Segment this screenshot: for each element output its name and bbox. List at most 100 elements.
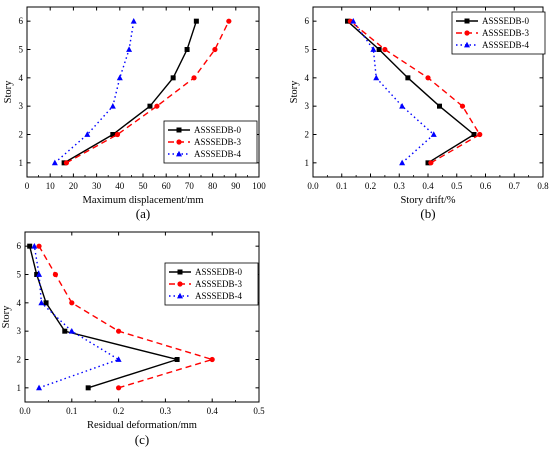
x-tick-label: 100 — [252, 181, 266, 191]
data-point — [382, 46, 388, 53]
data-point — [126, 46, 133, 52]
data-point — [114, 131, 121, 138]
x-tick-label: 0 — [25, 181, 30, 191]
y-tick-label: 6 — [19, 16, 24, 26]
data-point — [405, 75, 411, 81]
y-tick-label: 1 — [19, 158, 24, 168]
y-tick-label: 2 — [305, 130, 310, 140]
legend-label: ASSSEDB-3 — [194, 137, 242, 147]
legend-marker — [464, 18, 470, 24]
x-tick-label: 0.2 — [113, 406, 124, 416]
x-tick-label: 90 — [231, 181, 241, 191]
y-tick-label: 3 — [305, 101, 310, 111]
data-point — [174, 357, 180, 362]
legend-label: ASSSEDB-0 — [195, 267, 243, 277]
data-point — [154, 103, 160, 109]
x-tick-label: 70 — [185, 181, 195, 191]
y-tick-label: 2 — [17, 355, 22, 365]
legend-marker — [464, 30, 470, 36]
legend-label: ASSSEDB-0 — [482, 16, 530, 26]
legend: ASSSEDB-0 ASSSEDB-3 ASSSEDB-4 — [164, 262, 259, 306]
x-tick-label: 0.5 — [451, 181, 463, 191]
data-point — [110, 132, 116, 137]
y-tick-label: 2 — [19, 130, 24, 140]
x-tick-label: 0.6 — [480, 181, 492, 191]
data-point — [51, 159, 58, 166]
data-point — [459, 103, 466, 109]
data-point — [62, 328, 68, 334]
data-point — [52, 271, 59, 278]
data-point — [477, 131, 483, 138]
data-point — [430, 131, 437, 137]
data-point — [184, 47, 190, 52]
data-point — [68, 327, 75, 334]
data-point — [109, 102, 116, 109]
x-axis-label: Residual deformation/mm — [87, 420, 197, 431]
data-point — [370, 46, 377, 52]
data-point — [350, 17, 357, 24]
x-tick-label: 0.4 — [422, 181, 434, 191]
data-point — [63, 160, 70, 166]
data-point — [212, 46, 218, 53]
series-line-3 — [352, 20, 435, 164]
data-point — [209, 356, 215, 363]
series-line-2 — [38, 245, 215, 389]
x-tick-label: 20 — [69, 181, 79, 191]
legend-marker — [464, 41, 470, 48]
data-point — [471, 132, 477, 137]
chart-panel-3: 0.0 0.1 0.2 0.3 0.4 0.5 1 2 3 4 5 6 Residual deforma… — [1, 231, 265, 447]
series-line-1 — [29, 245, 180, 389]
x-tick-label: 0.1 — [336, 181, 347, 191]
data-point — [399, 159, 406, 166]
y-tick-label: 1 — [305, 158, 310, 168]
legend-label: ASSSEDB-0 — [194, 125, 242, 135]
y-tick-label: 6 — [17, 241, 22, 251]
series-line-1 — [63, 20, 198, 164]
series-line-3 — [54, 21, 135, 164]
series-line-2 — [349, 20, 481, 164]
y-tick-label: 4 — [305, 73, 310, 83]
data-point — [115, 356, 122, 362]
data-point — [43, 300, 49, 306]
y-tick-label: 4 — [17, 298, 22, 308]
legend-label: ASSSEDB-3 — [482, 28, 530, 38]
x-tick-label: 50 — [139, 181, 149, 191]
data-point — [38, 299, 45, 306]
y-tick-label: 3 — [17, 326, 22, 336]
y-tick-label: 4 — [19, 73, 24, 83]
y-axis-label: Story — [3, 80, 14, 104]
data-point — [373, 74, 380, 81]
x-axis-label: Maximum displacement/mm — [82, 195, 203, 206]
x-tick-label: 0.8 — [537, 181, 549, 191]
data-point — [437, 103, 442, 109]
data-point — [191, 75, 197, 81]
x-tick-label: 30 — [92, 181, 102, 191]
series-line-1 — [347, 20, 476, 164]
x-tick-label: 0.3 — [394, 181, 406, 191]
legend-marker — [177, 281, 183, 287]
data-point — [36, 243, 42, 249]
data-point — [345, 18, 350, 24]
data-point — [428, 160, 434, 166]
data-point — [34, 272, 40, 277]
x-tick-label: 60 — [162, 181, 172, 191]
x-tick-label: 0.0 — [307, 181, 319, 191]
panel-label: (a) — [136, 206, 150, 221]
data-point — [84, 131, 91, 137]
x-tick-label: 0.2 — [365, 181, 376, 191]
data-point — [425, 160, 431, 166]
data-point — [36, 384, 43, 391]
data-point — [147, 103, 153, 109]
data-point — [376, 47, 382, 52]
data-point — [27, 243, 33, 249]
series-line-3 — [33, 246, 121, 389]
data-point — [36, 271, 43, 277]
x-tick-label: 80 — [208, 181, 218, 191]
x-tick-label: 40 — [115, 181, 125, 191]
legend-marker — [177, 269, 183, 275]
data-point — [425, 75, 431, 81]
data-point — [69, 300, 75, 306]
legend-marker — [176, 127, 182, 133]
data-point — [170, 75, 176, 81]
